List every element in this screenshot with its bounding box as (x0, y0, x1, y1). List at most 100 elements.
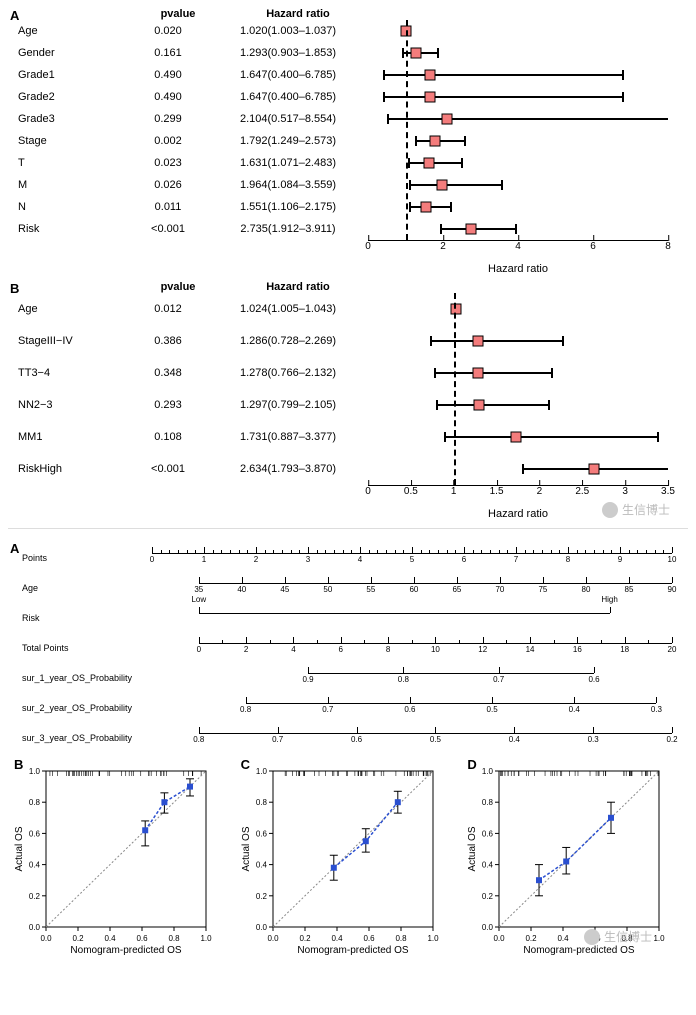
calibration-plot: C0.00.20.40.60.81.00.00.20.40.60.81.0Nom… (239, 757, 458, 957)
panel-label: D (467, 757, 476, 772)
hr-text: 2.634(1.793–3.870) (208, 463, 368, 475)
pvalue: 0.002 (128, 135, 208, 147)
nomogram-row: Age354045505560657075808590 (8, 573, 688, 603)
variable-name: Age (8, 303, 128, 315)
variable-name: StageIII−IV (8, 335, 128, 347)
forest-row: MM10.1081.731(0.887–3.377) (8, 421, 688, 453)
panel-label: B (14, 757, 23, 772)
nomogram-row: Total Points02468101214161820 (8, 633, 688, 663)
nomogram-axis: 0.80.70.60.50.40.3 (152, 697, 668, 719)
hr-text: 1.647(0.400–6.785) (208, 69, 368, 81)
hr-text: 1.024(1.005–1.043) (208, 303, 368, 315)
pvalue: 0.108 (128, 431, 208, 443)
svg-text:0.8: 0.8 (482, 798, 494, 807)
forest-row: TT3−40.3481.278(0.766–2.132) (8, 357, 688, 389)
header-hr-b: Hazard ratio (218, 281, 378, 293)
pvalue: <0.001 (128, 223, 208, 235)
forest-row: NN2−30.2931.297(0.799–2.105) (8, 389, 688, 421)
hr-text: 1.964(1.084–3.559) (208, 179, 368, 191)
svg-text:0.8: 0.8 (395, 934, 407, 943)
svg-text:0.2: 0.2 (29, 892, 41, 901)
svg-text:Nomogram-predicted OS: Nomogram-predicted OS (524, 945, 635, 956)
forest-ci (368, 357, 688, 389)
forest-ci (368, 152, 688, 174)
hr-text: 2.104(0.517–8.554) (208, 113, 368, 125)
forest-panel-b: B pvalue Hazard ratio Age0.0121.024(1.00… (8, 281, 688, 520)
forest-panel-a: A pvalue Hazard ratio Age0.0201.020(1.00… (8, 8, 688, 275)
forest-ci (368, 325, 688, 357)
pvalue: 0.490 (128, 91, 208, 103)
nomogram-axis: 0.90.80.70.6 (152, 667, 668, 689)
svg-text:1.0: 1.0 (200, 934, 212, 943)
svg-text:Actual OS: Actual OS (14, 826, 25, 871)
svg-text:0.0: 0.0 (267, 934, 279, 943)
nomogram-axis: 012345678910 (152, 547, 668, 569)
svg-text:0.0: 0.0 (40, 934, 52, 943)
variable-name: NN2−3 (8, 399, 128, 411)
svg-text:0.2: 0.2 (256, 892, 268, 901)
svg-text:0.6: 0.6 (136, 934, 148, 943)
nomogram-label: Total Points (8, 643, 152, 653)
pvalue: <0.001 (128, 463, 208, 475)
nomogram-row: sur_1_year_OS_Probability0.90.80.70.6 (8, 663, 688, 693)
svg-text:0.4: 0.4 (558, 934, 570, 943)
pvalue: 0.161 (128, 47, 208, 59)
pvalue: 0.299 (128, 113, 208, 125)
svg-text:1.0: 1.0 (256, 767, 268, 776)
svg-text:0.2: 0.2 (526, 934, 538, 943)
svg-text:0.6: 0.6 (482, 829, 494, 838)
pvalue: 0.011 (128, 201, 208, 213)
wechat-icon (602, 502, 618, 518)
svg-text:1.0: 1.0 (427, 934, 439, 943)
forest-row: M0.0261.964(1.084–3.559) (8, 174, 688, 196)
hr-text: 1.020(1.003–1.037) (208, 25, 368, 37)
variable-name: Risk (8, 223, 128, 235)
forest-row: Grade20.4901.647(0.400–6.785) (8, 86, 688, 108)
svg-text:1.0: 1.0 (654, 934, 666, 943)
forest-row: Grade30.2992.104(0.517–8.554) (8, 108, 688, 130)
svg-text:1.0: 1.0 (482, 767, 494, 776)
calibration-plot: B0.00.20.40.60.81.00.00.20.40.60.81.0Nom… (12, 757, 231, 957)
nomogram-row: sur_2_year_OS_Probability0.80.70.60.50.4… (8, 693, 688, 723)
hr-text: 1.293(0.903–1.853) (208, 47, 368, 59)
wechat-icon (584, 929, 600, 945)
nomogram-label: Risk (8, 613, 152, 623)
forest-row: Age0.0201.020(1.003–1.037) (8, 20, 688, 42)
svg-text:0.4: 0.4 (29, 861, 41, 870)
forest-ci (368, 108, 688, 130)
pvalue: 0.386 (128, 335, 208, 347)
forest-ci (368, 421, 688, 453)
svg-text:1.0: 1.0 (29, 767, 41, 776)
nomogram-row: RiskLowHigh (8, 603, 688, 633)
forest-ci (368, 64, 688, 86)
forest-row: Stage0.0021.792(1.249–2.573) (8, 130, 688, 152)
hr-text: 1.731(0.887–3.377) (208, 431, 368, 443)
forest-row: T0.0231.631(1.071–2.483) (8, 152, 688, 174)
panel-label: C (241, 757, 250, 772)
pvalue: 0.293 (128, 399, 208, 411)
forest-ci (368, 196, 688, 218)
forest-ci (368, 218, 688, 240)
pvalue: 0.026 (128, 179, 208, 191)
variable-name: Gender (8, 47, 128, 59)
variable-name: Age (8, 25, 128, 37)
svg-text:Actual OS: Actual OS (467, 826, 478, 871)
svg-text:Nomogram-predicted OS: Nomogram-predicted OS (297, 945, 408, 956)
nomogram-axis: 02468101214161820 (152, 637, 668, 659)
nomogram-panel: A Points012345678910Age35404550556065707… (8, 543, 688, 753)
svg-text:0.0: 0.0 (29, 923, 41, 932)
svg-text:0.4: 0.4 (256, 861, 268, 870)
svg-text:0.8: 0.8 (168, 934, 180, 943)
svg-text:0.6: 0.6 (29, 829, 41, 838)
forest-ci (368, 389, 688, 421)
nomogram-axis: LowHigh (152, 607, 668, 629)
panel-label-nomo: A (10, 541, 19, 556)
hr-text: 1.297(0.799–2.105) (208, 399, 368, 411)
forest-ci (368, 20, 688, 42)
header-hr-a: Hazard ratio (218, 8, 378, 20)
svg-text:0.4: 0.4 (482, 861, 494, 870)
header-pvalue-a: pvalue (138, 8, 218, 20)
pvalue: 0.012 (128, 303, 208, 315)
variable-name: N (8, 201, 128, 213)
forest-row: Risk<0.0012.735(1.912–3.911) (8, 218, 688, 240)
